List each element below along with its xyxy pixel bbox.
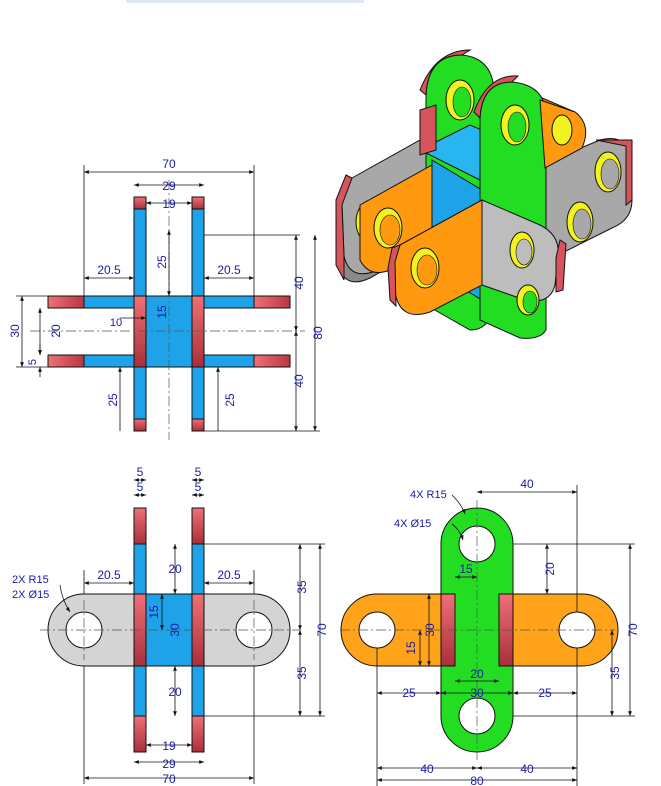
dim-front-plate-left: 5 [137, 480, 144, 494]
front-view [40, 493, 325, 784]
dim-top-height-20: 20 [49, 324, 63, 338]
dim-top-arm-right: 20.5 [217, 263, 241, 277]
dim-front-height-30: 30 [168, 623, 182, 637]
dim-front-lower: 20 [168, 685, 182, 699]
note-side-radius: 4X R15 [410, 489, 447, 501]
dim-front-arm-right: 20.5 [217, 568, 241, 582]
dim-side-inner-20: 20 [470, 667, 484, 681]
dim-top-plate-right: 5 [195, 465, 202, 479]
dim-top-height-30: 30 [8, 324, 22, 338]
dim-top-slot-outer: 29 [162, 179, 176, 193]
dim-top-gap: 10 [110, 317, 122, 329]
front-view-dimension-text: 5 5 20.5 20.5 20 15 30 20 19 29 70 35 35… [12, 480, 329, 786]
dim-side-slot-width: 15 [459, 562, 473, 576]
dim-side-overall-width: 80 [470, 774, 484, 786]
dim-side-inner-30: 30 [470, 686, 484, 700]
dim-side-right-25: 25 [538, 686, 552, 700]
dim-side-center-15: 15 [404, 641, 418, 655]
dim-front-upper: 20 [168, 562, 182, 576]
dim-front-plate-right: 5 [195, 480, 202, 494]
dim-side-top-offset: 20 [543, 562, 557, 576]
dim-top-lower-half: 40 [292, 374, 306, 388]
dim-front-arm-left: 20.5 [97, 568, 121, 582]
dim-top-lower-right: 25 [223, 393, 237, 407]
dim-top-thickness: 5 [27, 359, 39, 365]
dim-front-slot-inner: 19 [162, 739, 176, 753]
dim-front-upper-half: 35 [295, 580, 309, 594]
dim-top-overall-height: 80 [311, 326, 325, 340]
top-view [16, 165, 320, 482]
dim-side-left-40: 40 [420, 762, 434, 776]
dim-top-arm-left: 20.5 [97, 263, 121, 277]
dim-front-slot-outer: 29 [162, 757, 176, 771]
dim-side-left-25: 25 [402, 686, 416, 700]
dim-side-overall-height: 70 [626, 623, 640, 637]
note-side-diameter: 4X Ø15 [394, 518, 431, 530]
dim-side-top-width: 40 [520, 477, 534, 491]
isometric-view [335, 49, 633, 339]
side-view-dimension-text: 4X R15 4X Ø15 40 15 20 30 15 20 30 25 25… [394, 477, 640, 786]
dim-top-overall-width: 70 [162, 157, 176, 171]
top-view-dimension-text: 70 29 19 20.5 20.5 25 15 10 30 20 5 25 2… [8, 157, 325, 479]
dim-front-overall-width: 70 [162, 772, 176, 786]
note-front-radius: 2X R15 [12, 574, 49, 586]
dim-top-upper-arm: 25 [155, 255, 169, 269]
dim-top-center: 15 [155, 305, 169, 319]
dim-front-overall-height: 70 [315, 623, 329, 637]
dim-side-lower-height: 35 [608, 666, 622, 680]
dim-top-lower-left: 25 [106, 393, 120, 407]
dim-side-center-height: 30 [423, 623, 437, 637]
note-front-diameter: 2X Ø15 [12, 589, 49, 601]
dim-top-slot-inner: 19 [162, 197, 176, 211]
dim-top-upper-half: 40 [292, 276, 306, 290]
dim-front-center: 15 [147, 605, 161, 619]
header-strip [126, 0, 364, 3]
dim-side-right-40: 40 [520, 762, 534, 776]
side-view [340, 485, 635, 786]
dim-top-plate-left: 5 [137, 465, 144, 479]
dim-front-lower-half: 35 [295, 666, 309, 680]
